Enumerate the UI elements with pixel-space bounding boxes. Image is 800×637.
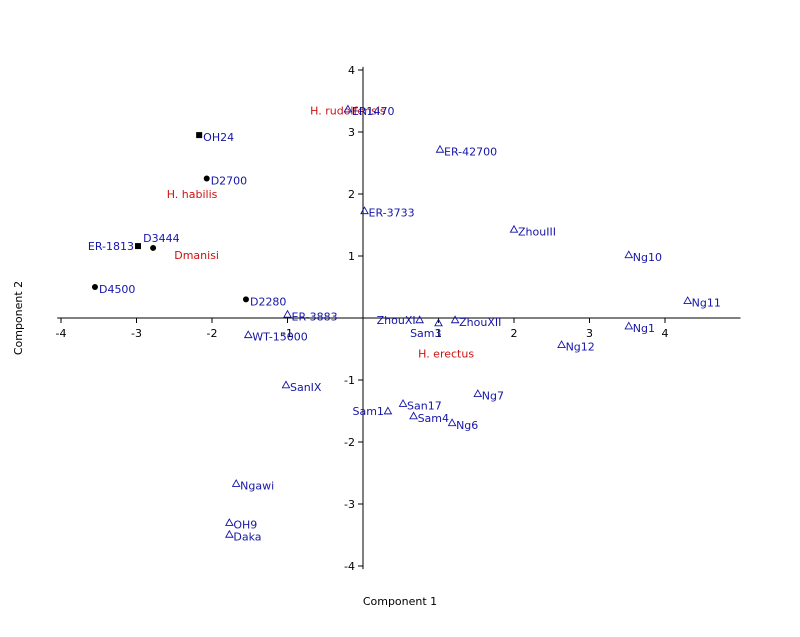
point-marker-triangle (283, 309, 292, 318)
point-label: D2280 (250, 295, 286, 308)
x-tick-label: 4 (662, 327, 669, 340)
point-label: Sam1 (352, 405, 383, 418)
point-label: Ngawi (240, 480, 274, 493)
point-label: OH24 (203, 131, 234, 144)
point-marker-triangle (398, 399, 408, 407)
point-marker-triangle (509, 224, 519, 233)
point-label: ER1470 (352, 105, 395, 118)
x-tick-label: -4 (56, 327, 67, 340)
data-points: OH24 D2700 D3444 ER-1813 D4500 D2280 ER-3883 WT… (88, 104, 721, 543)
axes: -4 -3 -2 -1 1 2 3 4 -4 -3 -2 -1 1 2 3 4 (56, 64, 741, 573)
point-marker-circle (91, 284, 98, 290)
group-annotation: H. rudolfensis (310, 104, 386, 117)
point-label: ER-1813 (88, 240, 134, 253)
point-marker-triangle (225, 518, 234, 526)
point-marker-triangle (231, 479, 241, 487)
y-tick-label: -4 (344, 560, 355, 573)
x-tick-label: -3 (131, 327, 142, 340)
point-marker-triangle (243, 330, 253, 339)
point-label: Ng12 (566, 341, 595, 354)
point-label: D4500 (99, 283, 135, 296)
group-annotation: Dmanisi (174, 249, 219, 262)
point-marker-triangle (450, 315, 460, 324)
x-tick-label: -1 (282, 327, 293, 340)
point-marker-triangle (225, 529, 234, 538)
point-label: WT-15000 (252, 331, 308, 344)
point-marker-triangle (409, 411, 418, 420)
point-label: ZhouXI (377, 314, 416, 327)
point-label: ZhouXII (459, 316, 501, 329)
point-label: SanIX (290, 381, 322, 394)
x-axis-title: Component 1 (363, 595, 437, 608)
point-marker-triangle (383, 406, 393, 415)
group-annotation: H. habilis (167, 188, 218, 201)
x-tick-label: -2 (207, 327, 218, 340)
point-marker-circle (150, 244, 157, 251)
point-marker-square (196, 132, 203, 139)
y-tick-label: 1 (348, 250, 355, 263)
point-marker-triangle (473, 389, 483, 397)
group-annotation: H. erectus (418, 347, 474, 360)
point-marker-triangle (434, 318, 443, 327)
point-label: ER-42700 (444, 145, 497, 158)
y-tick-label: 4 (348, 64, 355, 77)
group-annotations: H. rudolfensis H. habilis Dmanisi H. erectu… (167, 104, 475, 360)
point-label: Daka (233, 530, 261, 543)
y-tick-label: -1 (344, 374, 355, 387)
point-label: D3444 (143, 232, 179, 245)
point-label: Ng7 (482, 390, 504, 403)
point-marker-triangle (557, 340, 566, 348)
point-label: Ng10 (633, 251, 662, 264)
point-label: San17 (407, 400, 442, 413)
point-marker-triangle (683, 296, 693, 304)
x-tick-label: 3 (586, 327, 593, 340)
point-label: Ng6 (456, 419, 478, 432)
point-label: ER-3883 (292, 310, 338, 323)
y-tick-label: 2 (348, 188, 355, 201)
y-tick-label: -3 (344, 498, 355, 511)
point-label: ER-3733 (369, 207, 415, 220)
point-label: Sam4 (418, 412, 449, 425)
point-marker-triangle (360, 206, 369, 215)
y-tick-label: -2 (344, 436, 355, 449)
y-axis-title: Component 2 (12, 281, 25, 355)
point-marker-triangle (415, 315, 424, 324)
point-label: OH9 (233, 519, 257, 532)
point-marker-circle (242, 296, 249, 303)
point-marker-triangle (435, 144, 445, 153)
point-label: Sam3 (410, 327, 441, 340)
point-label: Ng1 (633, 322, 655, 335)
point-label: D2700 (211, 175, 247, 188)
x-tick-label: 1 (435, 327, 442, 340)
point-label: ZhouIII (518, 225, 556, 238)
point-marker-triangle (343, 104, 353, 113)
point-marker-square (135, 243, 142, 250)
point-label: Ng11 (692, 297, 721, 310)
point-marker-triangle (624, 321, 634, 330)
point-marker-triangle (624, 250, 634, 259)
x-tick-label: 2 (511, 327, 518, 340)
point-marker-triangle (281, 380, 291, 389)
point-marker-circle (203, 175, 210, 182)
y-tick-label: 3 (348, 126, 355, 139)
point-marker-triangle (447, 418, 457, 427)
